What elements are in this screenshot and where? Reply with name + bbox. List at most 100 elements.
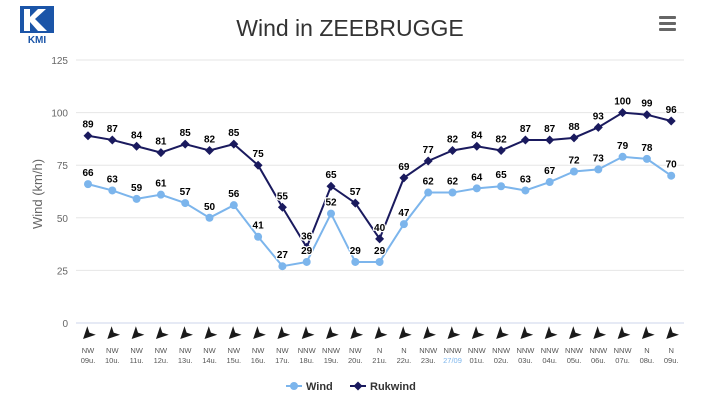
wind-direction-arrow-icon [253,326,266,339]
data-point-wind[interactable] [254,232,263,241]
data-label-rukwind: 65 [325,170,337,181]
data-point-wind[interactable] [84,180,92,189]
data-point-rukwind[interactable] [642,110,652,120]
wind-direction-arrow-icon [350,326,364,339]
data-point-rukwind[interactable] [448,145,457,155]
data-point-wind[interactable] [156,190,165,199]
data-point-rukwind[interactable] [350,198,360,208]
data-point-rukwind[interactable] [205,145,214,155]
data-point-wind[interactable] [618,152,627,161]
data-point-rukwind[interactable] [472,141,482,151]
data-point-wind[interactable] [181,199,190,208]
data-label-rukwind: 82 [496,134,508,145]
y-tick-label: 50 [57,214,69,225]
x-tick-time: 19u. [324,356,339,365]
data-point-rukwind[interactable] [618,108,628,118]
data-point-rukwind[interactable] [375,234,385,244]
data-point-rukwind[interactable] [399,173,409,183]
x-tick-direction: NW [179,346,192,355]
data-point-wind[interactable] [545,178,554,187]
data-label-rukwind: 87 [520,124,532,135]
legend-label: Rukwind [370,381,416,393]
legend-item-rukwind[interactable]: Rukwind [350,381,416,393]
data-point-wind[interactable] [521,186,530,195]
wind-direction-arrow-icon [496,326,509,339]
y-axis-ticks: 0 25 50 75 100 125 [51,56,68,330]
y-tick-label: 100 [51,109,68,120]
x-tick-time: 21u. [372,356,387,365]
x-tick-time: 11u. [130,356,144,365]
data-label-wind: 59 [131,183,143,194]
data-point-wind[interactable] [132,194,141,203]
wind-direction-arrow-icon [131,326,145,339]
data-point-rukwind[interactable] [496,145,506,155]
data-point-rukwind[interactable] [545,135,555,145]
data-point-rukwind[interactable] [593,122,603,132]
hamburger-menu-icon[interactable] [659,16,676,32]
data-point-wind[interactable] [448,188,457,197]
data-point-rukwind[interactable] [520,135,530,145]
data-point-wind[interactable] [327,209,335,218]
x-tick-direction: NW [349,346,362,355]
data-label-rukwind: 77 [423,145,435,156]
x-tick-direction: NW [228,346,241,355]
data-label-rukwind: 87 [107,124,119,135]
wind-direction-arrow-icon [374,326,388,339]
data-point-wind[interactable] [229,201,238,210]
x-tick-time: 05u. [567,356,582,365]
x-tick-direction: NW [203,346,216,355]
data-label-rukwind: 96 [666,105,678,116]
data-label-wind: 29 [374,246,386,257]
data-point-rukwind[interactable] [107,135,117,145]
data-label-rukwind: 89 [82,120,94,131]
legend-item-wind[interactable]: Wind [286,381,333,393]
kmi-logo: KMI [20,6,54,46]
x-tick-time: 13u. [178,356,193,365]
x-tick-direction: NNW [589,346,608,355]
data-point-rukwind[interactable] [666,116,676,126]
data-point-rukwind[interactable] [277,202,287,212]
data-label-rukwind: 84 [131,130,143,141]
data-point-wind[interactable] [302,257,311,266]
data-point-wind[interactable] [424,188,433,197]
data-point-wind[interactable] [278,262,287,271]
data-point-wind[interactable] [667,171,676,180]
data-point-wind[interactable] [399,220,408,229]
data-label-rukwind: 82 [447,134,459,145]
data-point-wind[interactable] [375,257,384,266]
data-label-rukwind: 100 [614,97,631,108]
data-label-rukwind: 82 [204,134,216,145]
data-point-rukwind[interactable] [83,131,93,141]
x-tick-direction: NW [106,346,119,355]
wind-direction-arrow-icon [544,326,558,339]
data-point-rukwind[interactable] [326,181,336,191]
data-point-rukwind[interactable] [180,139,190,149]
data-label-wind: 61 [155,179,167,190]
wind-direction-arrow-icon [228,326,242,339]
data-point-rukwind[interactable] [302,242,312,252]
y-tick-label: 0 [62,319,68,330]
wind-direction-arrow-icon [593,326,607,339]
x-tick-direction: NNW [492,346,511,355]
data-point-rukwind[interactable] [423,156,433,166]
data-point-rukwind[interactable] [132,141,142,151]
data-point-wind[interactable] [205,213,214,222]
x-tick-time: 04u. [542,356,557,365]
data-label-rukwind: 55 [277,191,289,202]
data-point-rukwind[interactable] [569,133,579,143]
data-point-rukwind[interactable] [229,139,239,149]
data-point-wind[interactable] [570,167,578,176]
data-point-wind[interactable] [594,165,603,174]
wind-direction-arrow-icon [447,326,461,339]
x-tick-direction: N [377,346,382,355]
y-tick-label: 125 [51,56,68,67]
x-tick-time: 17u. [275,356,290,365]
data-point-wind[interactable] [351,257,360,266]
data-point-wind[interactable] [497,182,506,191]
data-point-wind[interactable] [642,154,651,163]
series-layer [83,108,676,271]
data-point-rukwind[interactable] [253,160,263,170]
data-point-wind[interactable] [472,184,481,193]
data-point-wind[interactable] [108,186,117,195]
data-point-rukwind[interactable] [156,148,166,158]
